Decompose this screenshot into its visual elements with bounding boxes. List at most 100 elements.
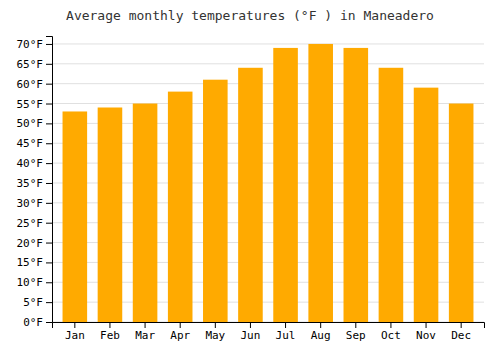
y-tick-label: 0°F — [23, 316, 43, 329]
y-tick: 20°F — [17, 237, 53, 250]
y-tick-mark — [46, 302, 52, 303]
x-tick: Aug — [311, 322, 331, 342]
x-tick: Mar — [135, 322, 155, 342]
bar — [168, 92, 193, 322]
y-tick-mark — [46, 123, 52, 124]
bar — [98, 108, 123, 323]
y-tick: 0°F — [23, 316, 52, 329]
grid-line — [52, 83, 484, 84]
y-tick: 60°F — [17, 78, 53, 91]
x-tick-mark — [461, 322, 462, 328]
y-tick-label: 10°F — [17, 276, 44, 289]
x-tick: Oct — [381, 322, 401, 342]
x-tick: Jun — [241, 322, 261, 342]
x-tick-mark — [285, 322, 286, 328]
x-axis: Jan Feb Mar Apr May Jun Jul Aug Sep Oct Nov Dec — [53, 322, 485, 342]
y-tick-mark — [46, 223, 52, 224]
x-tick-label: Oct — [381, 329, 401, 342]
y-tick: 25°F — [17, 217, 53, 230]
y-tick: 5°F — [23, 296, 52, 309]
x-tick-label: Aug — [311, 329, 331, 342]
bar — [203, 80, 228, 322]
chart-container: Average monthly temperatures (°F ) in Ma… — [0, 0, 500, 350]
y-tick-label: 30°F — [17, 197, 44, 210]
x-tick-label: Apr — [170, 329, 190, 342]
x-tick: May — [205, 322, 225, 342]
bar — [379, 68, 404, 322]
chart-title: Average monthly temperatures (°F ) in Ma… — [66, 8, 434, 23]
y-tick-label: 25°F — [17, 217, 44, 230]
bar — [133, 104, 158, 322]
y-tick-mark — [46, 183, 52, 184]
x-tick: Jul — [276, 322, 296, 342]
y-tick-mark — [46, 282, 52, 283]
y-tick-mark — [46, 84, 52, 85]
y-tick: 10°F — [17, 276, 53, 289]
x-tick-mark — [180, 322, 181, 328]
x-tick-label: Jul — [276, 329, 296, 342]
grid-line — [52, 43, 484, 44]
x-tick-mark — [320, 322, 321, 328]
x-tick-label: Feb — [100, 329, 120, 342]
bar — [414, 88, 439, 322]
y-tick-label: 20°F — [17, 237, 44, 250]
grid — [52, 44, 484, 322]
y-axis: 0°F 5°F 10°F 15°F 20°F 25°F 30°F 35°F 40°F 45°F 50… — [17, 37, 53, 330]
y-tick-label: 50°F — [17, 117, 44, 130]
y-tick-label: 40°F — [17, 157, 44, 170]
x-tick-label: Sep — [346, 329, 366, 342]
y-tick-mark — [46, 143, 52, 144]
x-tick: Nov — [416, 322, 436, 342]
y-tick: 70°F — [17, 38, 53, 51]
x-tick-label: May — [205, 329, 225, 342]
y-tick-label: 70°F — [17, 38, 44, 51]
x-tick: Dec — [451, 322, 471, 342]
x-tick: Apr — [170, 322, 190, 342]
y-tick-mark — [46, 104, 52, 105]
y-tick-mark — [46, 203, 52, 204]
y-tick: 40°F — [17, 157, 53, 170]
y-tick-mark — [46, 262, 52, 263]
x-tick-label: Nov — [416, 329, 436, 342]
x-tick-mark — [215, 322, 216, 328]
y-tick-mark — [46, 44, 52, 45]
chart-svg: Average monthly temperatures (°F ) in Ma… — [0, 0, 500, 350]
y-tick-label: 60°F — [17, 78, 44, 91]
y-axis-line — [46, 37, 53, 323]
y-tick-label: 5°F — [23, 296, 43, 309]
y-tick-mark — [46, 243, 52, 244]
bars — [63, 44, 474, 322]
x-tick-mark — [250, 322, 251, 328]
x-tick-mark — [145, 322, 146, 328]
x-tick-mark — [109, 322, 110, 328]
y-tick: 55°F — [17, 98, 53, 111]
bar — [273, 48, 298, 322]
y-tick-label: 65°F — [17, 58, 44, 71]
x-tick-mark — [74, 322, 75, 328]
bar — [449, 104, 474, 322]
y-tick-label: 15°F — [17, 256, 44, 269]
y-tick: 45°F — [17, 137, 53, 150]
y-tick: 15°F — [17, 256, 53, 269]
plot-area: 0°F 5°F 10°F 15°F 20°F 25°F 30°F 35°F 40°F 45°F 50… — [17, 37, 485, 342]
y-tick-mark — [46, 163, 52, 164]
x-tick-label: Jun — [241, 329, 261, 342]
y-tick: 65°F — [17, 58, 53, 71]
x-tick-mark — [390, 322, 391, 328]
bar — [63, 111, 88, 322]
x-tick: Sep — [346, 322, 366, 342]
grid-line — [52, 63, 484, 64]
y-tick-label: 45°F — [17, 137, 44, 150]
x-tick-label: Mar — [135, 329, 155, 342]
y-tick: 50°F — [17, 117, 53, 130]
y-tick: 35°F — [17, 177, 53, 190]
y-tick-mark — [46, 322, 52, 323]
x-tick-mark — [426, 322, 427, 328]
bar — [344, 48, 369, 322]
bar — [308, 44, 333, 322]
x-tick-mark — [355, 322, 356, 328]
y-tick-mark — [46, 64, 52, 65]
x-tick: Feb — [100, 322, 120, 342]
x-tick-label: Jan — [65, 329, 85, 342]
bar — [238, 68, 263, 322]
